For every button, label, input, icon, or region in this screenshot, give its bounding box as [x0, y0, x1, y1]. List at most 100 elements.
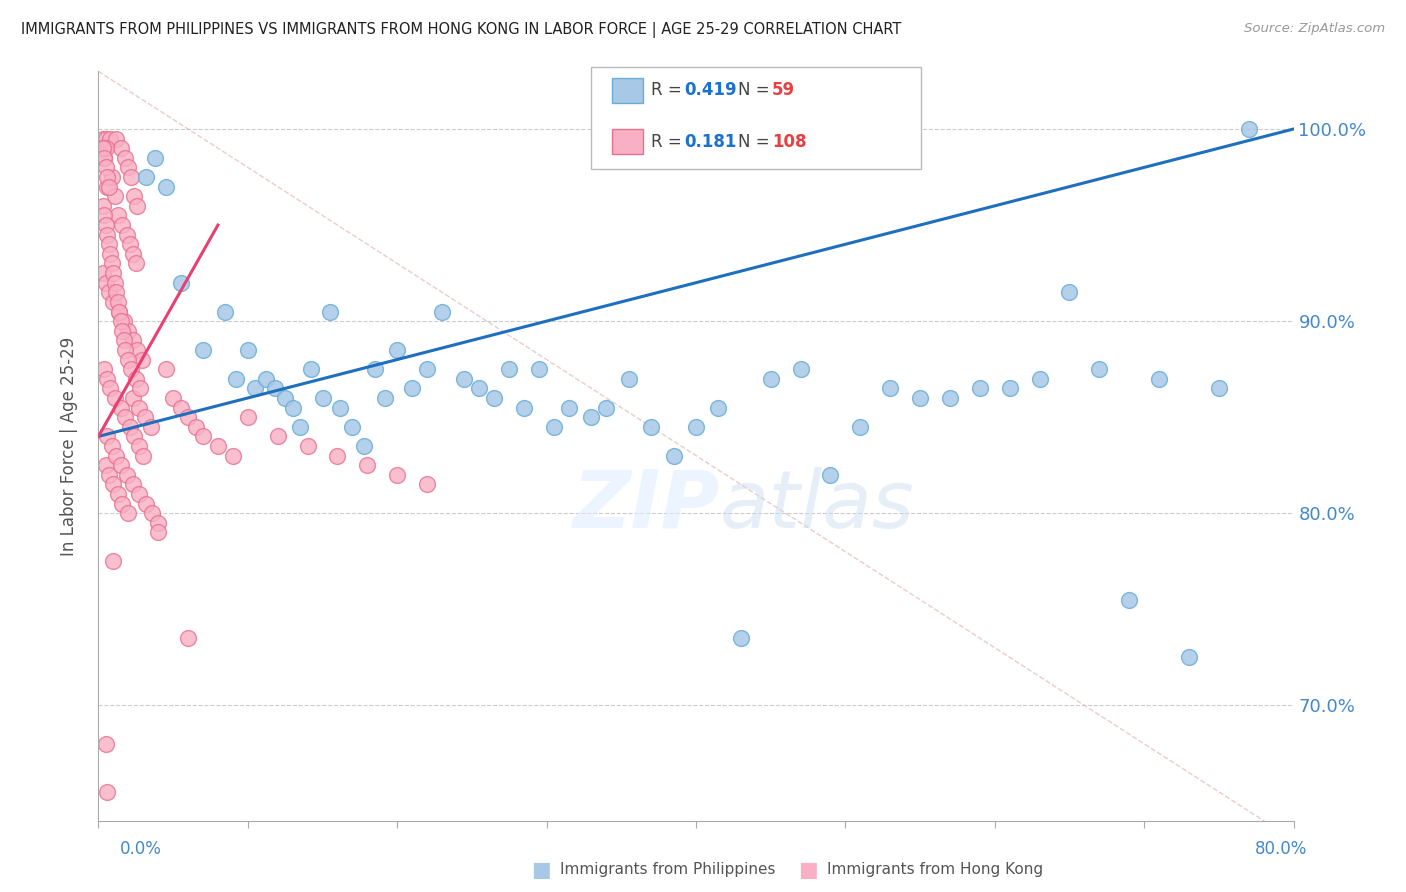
Point: [155, 179, 177, 194]
Text: R =: R =: [651, 133, 688, 151]
Point: [263, 381, 285, 395]
Text: 108: 108: [772, 133, 807, 151]
Point: [820, 467, 842, 482]
Point: [141, 506, 163, 520]
Point: [191, 343, 214, 357]
Point: [1059, 285, 1081, 300]
Text: 0.181: 0.181: [685, 133, 737, 151]
Point: [120, 362, 142, 376]
Point: [93, 151, 115, 165]
Point: [110, 314, 132, 328]
Point: [908, 391, 931, 405]
Point: [104, 189, 127, 203]
Point: [93, 209, 115, 223]
Point: [103, 554, 125, 568]
Point: [148, 525, 170, 540]
Point: [311, 391, 333, 405]
Text: N =: N =: [738, 133, 775, 151]
Point: [385, 343, 409, 357]
Point: [191, 429, 214, 443]
Point: [617, 372, 640, 386]
Point: [96, 169, 118, 184]
Point: [297, 439, 319, 453]
Point: [105, 285, 128, 300]
Point: [112, 334, 135, 348]
Point: [117, 506, 139, 520]
Point: [97, 237, 120, 252]
Point: [128, 401, 150, 415]
Point: [127, 343, 149, 357]
Point: [707, 401, 730, 415]
Point: [640, 419, 662, 434]
Point: [558, 401, 581, 415]
Point: [416, 362, 439, 376]
Point: [225, 372, 247, 386]
Point: [236, 343, 259, 357]
Point: [730, 631, 752, 645]
Point: [111, 497, 134, 511]
Point: [108, 304, 131, 318]
Point: [124, 189, 146, 203]
Point: [107, 209, 129, 223]
Point: [385, 467, 409, 482]
Text: ■: ■: [531, 860, 551, 880]
Point: [105, 449, 128, 463]
Point: [101, 169, 124, 184]
Point: [879, 381, 901, 395]
Text: 59: 59: [772, 81, 794, 99]
Point: [103, 477, 125, 491]
Point: [114, 410, 136, 425]
Point: [110, 458, 132, 473]
Point: [114, 151, 136, 165]
Point: [513, 401, 536, 415]
Point: [131, 352, 153, 367]
Point: [416, 477, 439, 491]
Point: [112, 314, 135, 328]
Point: [93, 151, 115, 165]
Point: [484, 391, 506, 405]
Point: [121, 477, 143, 491]
Point: [104, 276, 127, 290]
Point: [124, 429, 146, 443]
Point: [299, 362, 322, 376]
Point: [364, 362, 387, 376]
Point: [998, 381, 1021, 395]
Point: [1208, 381, 1230, 395]
Point: [430, 304, 453, 318]
Point: [94, 131, 117, 145]
Point: [162, 391, 184, 405]
Text: N =: N =: [738, 81, 775, 99]
Point: [342, 419, 364, 434]
Point: [468, 381, 491, 395]
Point: [91, 131, 114, 145]
Point: [401, 381, 423, 395]
Point: [98, 247, 122, 261]
Text: 0.0%: 0.0%: [120, 840, 162, 858]
Point: [281, 401, 304, 415]
Point: [222, 449, 245, 463]
Point: [1088, 362, 1111, 376]
Point: [108, 304, 131, 318]
Point: [236, 410, 259, 425]
Point: [685, 419, 707, 434]
Point: [128, 439, 150, 453]
Point: [115, 227, 138, 242]
Point: [98, 131, 122, 145]
Point: [96, 372, 118, 386]
Point: [114, 343, 136, 357]
Point: [789, 362, 811, 376]
Point: [111, 218, 134, 232]
Point: [110, 141, 132, 155]
Point: [135, 169, 157, 184]
Point: [94, 161, 117, 175]
Point: [155, 362, 177, 376]
Point: [1237, 122, 1260, 136]
Y-axis label: In Labor Force | Age 25-29: In Labor Force | Age 25-29: [59, 336, 77, 556]
Point: [117, 324, 139, 338]
Point: [135, 497, 157, 511]
Point: [120, 169, 142, 184]
Point: [94, 276, 117, 290]
Point: [121, 334, 143, 348]
Point: [96, 179, 118, 194]
Point: [143, 151, 166, 165]
